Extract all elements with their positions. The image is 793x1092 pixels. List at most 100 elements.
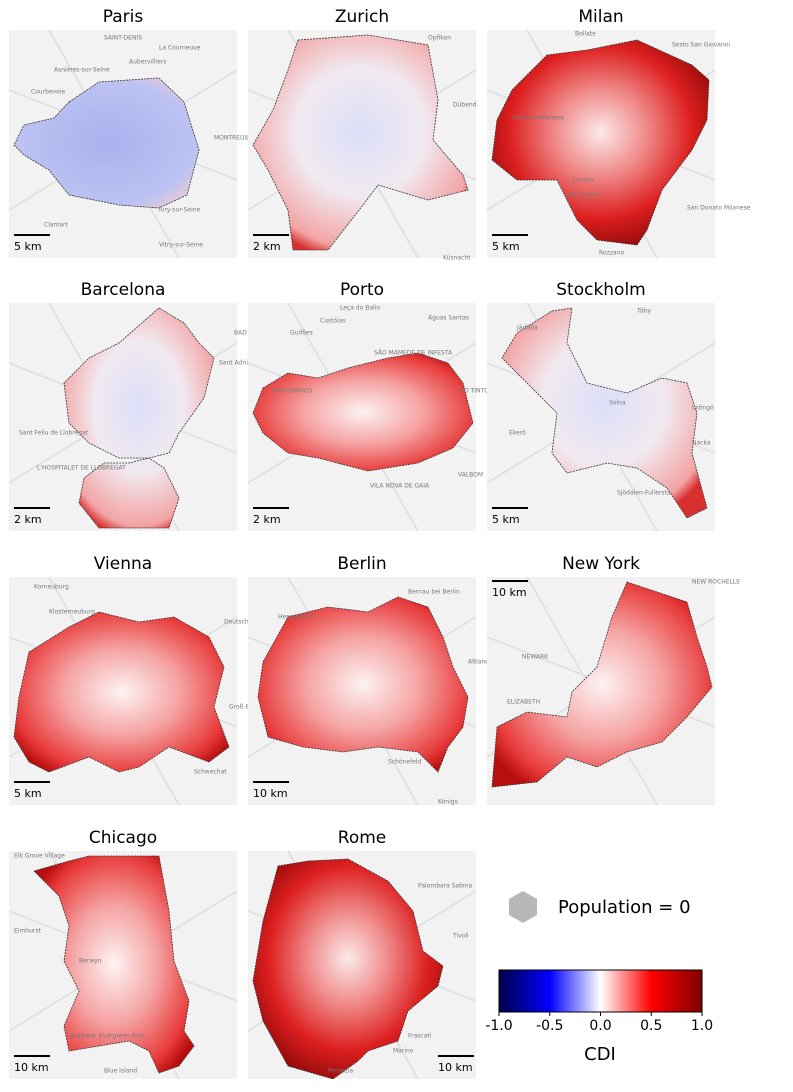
city-area (252, 34, 469, 251)
place-label: Leça do Balio (340, 305, 380, 312)
scale-label: 5 km (492, 513, 520, 526)
place-label: Sjödalen-Fullersta (617, 490, 671, 497)
map-panel: Täby Järfälla Solna Lidingö Nacka Ekerö Sjödal… (486, 280, 716, 532)
scale-label: 2 km (14, 513, 42, 526)
place-label: Blue Island (104, 1068, 137, 1075)
scale-label: 10 km (14, 1061, 49, 1074)
panel-title: Paris (103, 7, 144, 27)
map-panel: Elk Grove Village Elmhurst Berwyn Burbank Ev… (8, 828, 238, 1080)
panel-title: Rome (338, 828, 386, 848)
scale-label: 10 km (438, 1061, 473, 1074)
colorbar-tick-label: 0.0 (589, 1018, 611, 1034)
place-label: Ekerö (509, 430, 526, 437)
city-area (491, 581, 713, 788)
city-area (252, 352, 474, 472)
place-label: Solna (609, 400, 626, 407)
zero-population-swatch (509, 891, 537, 923)
place-label: SAINT-DENIS (104, 35, 142, 42)
place-label: Ivry-sur-Seine (159, 207, 201, 214)
place-label: Settimo Milanese (512, 115, 564, 122)
scale-label: 5 km (14, 787, 42, 800)
colorbar-label: CDI (584, 1044, 616, 1065)
city-area (63, 307, 215, 529)
panel-title: Berlin (337, 554, 386, 574)
place-label: Dübend (453, 102, 477, 109)
city-area (252, 858, 444, 1080)
place-label: Bollate (575, 31, 596, 38)
place-label: Klosterneuburg (49, 609, 95, 616)
panel-title: Stockholm (556, 280, 646, 300)
place-label: Opfikon (428, 35, 451, 42)
place-label: ELIZABETH (507, 699, 540, 706)
panel-title: Chicago (89, 828, 157, 848)
colorbar-tick-label: -0.5 (536, 1018, 563, 1034)
map-panel: Palombara Sabina Tivoli Frascati Marino Pome… (247, 828, 477, 1080)
place-label: Elmhurst (14, 928, 42, 935)
place-label: VILA NOVA DE GAIA (370, 483, 430, 490)
place-label: Elk Grove Village (14, 853, 65, 860)
place-label: L'HOSPITALET DE LLOBREGAT (37, 465, 126, 472)
scale-label: 10 km (253, 787, 288, 800)
place-label: VALBOM (458, 472, 483, 479)
city-area (13, 611, 230, 773)
place-label: MONTREUIL (214, 135, 250, 142)
place-label: Guifões (290, 330, 313, 337)
place-label: Palombara Sabina (418, 883, 473, 890)
panel-title: Milan (578, 7, 623, 27)
legend-label: Population = 0 (558, 897, 691, 918)
scale-label: 5 km (492, 240, 520, 253)
place-label: La Courneuve (159, 45, 201, 52)
scale-label: 5 km (14, 240, 42, 253)
place-label: Clamart (44, 222, 69, 229)
place-label: Marino (393, 1048, 414, 1055)
place-label: NEW ROCHELLE (692, 579, 740, 586)
place-label: Täby (636, 308, 651, 315)
scale-label: 10 km (492, 586, 527, 599)
place-label: Buccinasco (567, 192, 601, 199)
colorbar-tick-label: 0.5 (640, 1018, 662, 1034)
colorbar-tick-label: 1.0 (691, 1018, 713, 1034)
place-label: Sesto San Giovanni (672, 42, 731, 49)
place-label: MATOSINHOS (272, 388, 313, 395)
panel-title: Porto (340, 280, 384, 300)
place-label: Nacka (692, 440, 711, 447)
place-label: RIO TINTO (458, 388, 489, 395)
place-label: Lidingö (692, 405, 714, 412)
place-label: Järfälla (516, 325, 538, 332)
colorbar (498, 969, 703, 1013)
place-label: Bernau bei Berlin (408, 589, 460, 596)
panel-title: Barcelona (81, 280, 166, 300)
place-label: BAD (234, 330, 247, 337)
map-panel: Bernau bei BerlinHennigsdorfAltlandsberg… (247, 554, 506, 806)
city-area (257, 596, 469, 773)
map-panel: Bollate Sesto San Giovanni Settimo Milanes… (486, 7, 751, 259)
place-label: Pomezia (328, 1068, 353, 1075)
place-label: Frascati (408, 1033, 432, 1040)
map-panel: Opfikon Dübend Küsnacht Zurich 2 km (247, 7, 477, 262)
city-area (491, 39, 710, 246)
place-label: San Donato Milanese (687, 205, 751, 212)
place-label: Hennigsdorf (278, 614, 315, 621)
place-label: SÃO MAMEDE DE INFESTA (374, 350, 453, 357)
place-label: Vitry-sur-Seine (159, 242, 203, 249)
place-label: Custóias (320, 318, 346, 325)
panel-title: Vienna (94, 554, 152, 574)
place-label: Schwechat (194, 769, 227, 776)
panel-title: New York (562, 554, 640, 574)
place-label: Águas Santas (428, 315, 469, 322)
city-area (13, 77, 200, 209)
place-label: Tivoli (452, 933, 469, 940)
scale-label: 2 km (253, 240, 281, 253)
scale-label: 2 km (253, 513, 281, 526)
place-label: Rozzano (599, 250, 624, 257)
place-label: Küsnacht (443, 255, 471, 262)
place-label: Korneuburg (34, 584, 69, 591)
place-label: Schönefeld (388, 759, 422, 766)
colorbar-tick-label: -1.0 (485, 1018, 512, 1034)
place-label: Aubervilliers (129, 59, 166, 66)
place-label: Asnières-sur-Seine (54, 67, 110, 74)
city-area (33, 855, 195, 1074)
map-panel: Leça do Balio Águas Santas Custóias Guifões… (247, 280, 489, 532)
